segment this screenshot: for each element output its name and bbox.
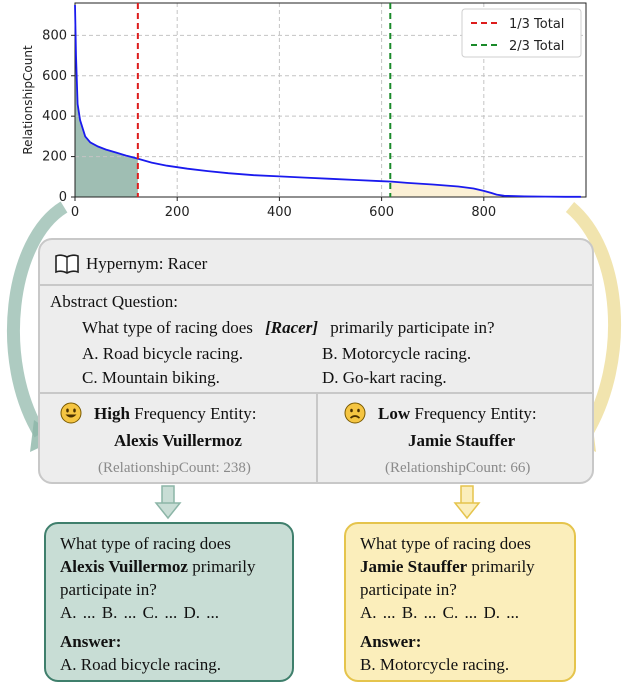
- low-frequency-label: Low Frequency Entity:: [378, 404, 537, 424]
- panel-divider-vertical: [316, 392, 318, 484]
- low-suffix: Frequency Entity:: [414, 404, 537, 423]
- happy-face-icon: [60, 402, 82, 424]
- right-curved-arrow: [565, 201, 621, 438]
- right-card-entity: Jamie Stauffer: [360, 557, 468, 576]
- high-frequency-label: High Frequency Entity:: [94, 404, 256, 424]
- panel-divider-top: [40, 284, 592, 286]
- question-pre: What type of racing does: [82, 318, 253, 337]
- left-card-options: A. ... B. ... C. ... D. ...: [60, 603, 219, 622]
- relationship-count-chart: 0 200 400 600 800 0 200 400 600 800 RelationshipCo…: [21, 2, 587, 220]
- plot-area: 0 200 400 600 800 0 200 400 600 800 RelationshipCo…: [21, 2, 587, 220]
- right-card-answer-label: Answer:: [360, 632, 422, 651]
- low-relationship-count: (RelationshipCount: 66): [385, 460, 531, 476]
- low-prefix: Low: [378, 404, 411, 423]
- x-tick-label: 800: [471, 205, 496, 220]
- abstract-question-text: What type of racing does [Racer] primari…: [82, 318, 495, 338]
- left-card-line3: participate in?: [60, 580, 157, 599]
- right-card-line2-rest: primarily: [467, 557, 535, 576]
- y-tick-label: 600: [42, 69, 67, 84]
- abstract-question-label: Abstract Question:: [50, 292, 178, 311]
- hypernym-label: Hypernym: Racer: [86, 254, 208, 273]
- low-entity-name: Jamie Stauffer: [408, 431, 516, 450]
- left-card-answer-label: Answer:: [60, 632, 122, 651]
- left-card-line2: Alexis Vuillermoz primarily: [60, 555, 278, 578]
- low-frequency-question-card: What type of racing does Jamie Stauffer …: [344, 522, 576, 682]
- right-card-line3: participate in?: [360, 580, 457, 599]
- x-tick-label: 400: [267, 205, 292, 220]
- high-suffix: Frequency Entity:: [134, 404, 257, 423]
- right-card-answer: B. Motorcycle racing.: [360, 655, 510, 674]
- x-tick-label: 200: [165, 205, 190, 220]
- y-tick-label: 400: [42, 109, 67, 124]
- abstract-question-panel: Hypernym: Racer Abstract Question: What …: [38, 238, 594, 484]
- right-down-arrowhead: [453, 502, 481, 520]
- left-card-answer: A. Road bicycle racing.: [60, 655, 221, 674]
- legend-label-1: 1/3 Total: [509, 17, 564, 32]
- relationship-count-line: [74, 4, 581, 198]
- option-a: A. Road bicycle racing.: [82, 344, 243, 363]
- high-prefix: High: [94, 404, 130, 423]
- question-post: primarily participate in?: [330, 318, 495, 337]
- y-tick-label: 0: [59, 190, 67, 205]
- high-relationship-count: (RelationshipCount: 238): [98, 460, 251, 476]
- left-down-arrowhead: [154, 502, 182, 520]
- left-card-line1: What type of racing does: [60, 534, 231, 553]
- plot-frame: [74, 2, 587, 198]
- shaded-region-0: [75, 5, 138, 198]
- y-axis-label: RelationshipCount: [21, 45, 35, 155]
- right-card-options: A. ... B. ... C. ... D. ...: [360, 603, 519, 622]
- option-c: C. Mountain biking.: [82, 368, 220, 387]
- x-tick-label: 600: [369, 205, 394, 220]
- right-card-line2: Jamie Stauffer primarily: [360, 555, 560, 578]
- high-frequency-question-card: What type of racing does Alexis Vuillerm…: [44, 522, 294, 682]
- left-card-line2-rest: primarily: [187, 557, 256, 576]
- left-card-entity: Alexis Vuillermoz: [60, 557, 188, 576]
- x-tick-label: 0: [71, 205, 79, 220]
- y-tick-label: 200: [42, 150, 67, 165]
- high-entity-name: Alexis Vuillermoz: [114, 431, 242, 450]
- question-entity-placeholder: [Racer]: [265, 318, 319, 337]
- left-curved-arrow: [6, 201, 68, 438]
- option-b: B. Motorcycle racing.: [322, 344, 472, 363]
- right-card-line1: What type of racing does: [360, 534, 531, 553]
- option-d: D. Go-kart racing.: [322, 368, 447, 387]
- frown-face-icon: [344, 402, 366, 424]
- y-tick-label: 800: [42, 28, 67, 43]
- book-icon: [55, 254, 79, 274]
- legend-label-2: 2/3 Total: [509, 39, 564, 54]
